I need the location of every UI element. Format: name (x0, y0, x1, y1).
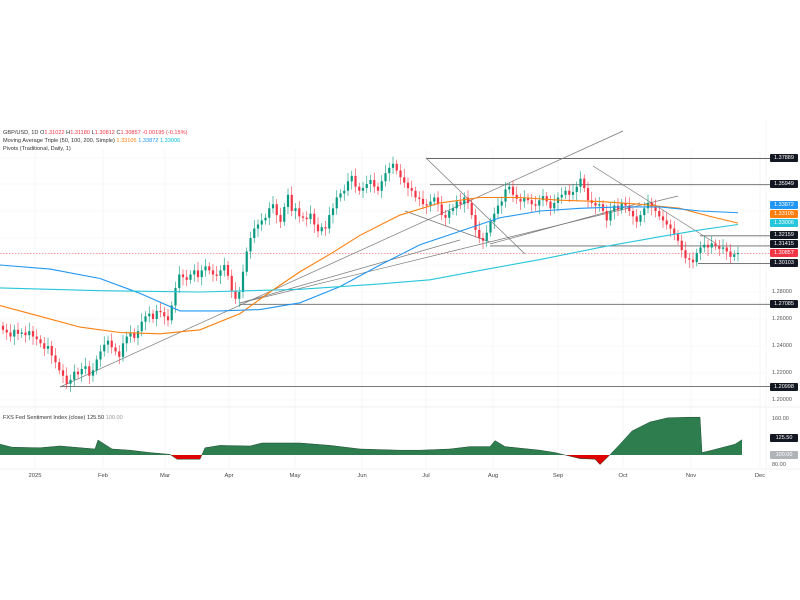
price-tag-pivot-s1: 1.30103 (770, 259, 798, 267)
x-tick: Jul (422, 473, 430, 479)
change-value: -0.00195 (-0.15%) (142, 130, 188, 136)
ma200-value: 1.33006 (160, 138, 181, 144)
y-tick: 1.20000 (772, 397, 792, 403)
ma-label: Moving Average Triple (50, 100, 200, Sim… (3, 138, 115, 144)
price-tag-pivot-s3: 1.20998 (770, 383, 798, 391)
x-tick: Sep (552, 473, 564, 479)
y-tick: 1.24000 (772, 343, 792, 349)
y-tick: 1.22000 (772, 370, 792, 376)
sent-tick: 80.00 (772, 462, 786, 468)
price-tag-ma50: 1.33105 (770, 210, 798, 218)
sentiment-legend: FXS Fed Sentiment Index (close) 125.50 1… (3, 415, 123, 422)
price-tag-ma100: 1.33872 (770, 201, 798, 209)
x-tick: Dec (754, 473, 766, 479)
x-tick: Mar (160, 473, 170, 479)
high-value: 1.31180 (70, 130, 91, 136)
price-tag-pivot-r2: 1.35949 (770, 180, 798, 188)
x-tick: Apr (224, 473, 234, 479)
price-tag-ma200: 1.33006 (770, 219, 798, 227)
symbol-legend: GBP/USD, 1D O1.31022 H1.31180 L1.30812 C… (3, 130, 188, 136)
y-tick: 1.28000 (772, 289, 792, 295)
y-tick: 1.26000 (772, 316, 792, 322)
ma-legend: Moving Average Triple (50, 100, 200, Sim… (3, 138, 180, 145)
sentiment-baseline: 100.00 (105, 415, 123, 421)
x-tick: Aug (487, 473, 499, 479)
sentiment-value: 125.50 (86, 415, 105, 421)
sentiment-label: FXS Fed Sentiment Index (close) (3, 415, 86, 421)
pivots-label: Pivots (Traditional, Daily, 1) (3, 146, 71, 152)
price-tag-pivot-p: 1.31415 (770, 240, 798, 248)
price-tag-pivot-s2: 1.27085 (770, 300, 798, 308)
symbol-label: GBP/USD, 1D (3, 130, 39, 136)
x-tick: Jun (357, 473, 367, 479)
ma50-value: 1.33105 (116, 138, 137, 144)
pivots-legend: Pivots (Traditional, Daily, 1) (3, 146, 71, 153)
sent-tag-value: 125.50 (770, 434, 798, 442)
sent-tag-baseline: 100.00 (770, 451, 798, 459)
x-tick: May (289, 473, 301, 479)
ma100-value: 1.33872 (138, 138, 159, 144)
price-tag-last: 1.30857 (770, 249, 798, 257)
x-tick: Nov (685, 473, 697, 479)
close-value: 1.30857 (120, 130, 141, 136)
sent-tick: 160.00 (772, 416, 789, 422)
x-tick: Feb (98, 473, 108, 479)
price-tag-pivot-r1: 1.32159 (770, 231, 798, 239)
open-value: 1.31022 (44, 130, 65, 136)
x-tick: Oct (618, 473, 628, 479)
x-tick: 2025 (28, 473, 42, 479)
price-tag-pivot-r3: 1.37889 (770, 154, 798, 162)
low-value: 1.30812 (94, 130, 115, 136)
